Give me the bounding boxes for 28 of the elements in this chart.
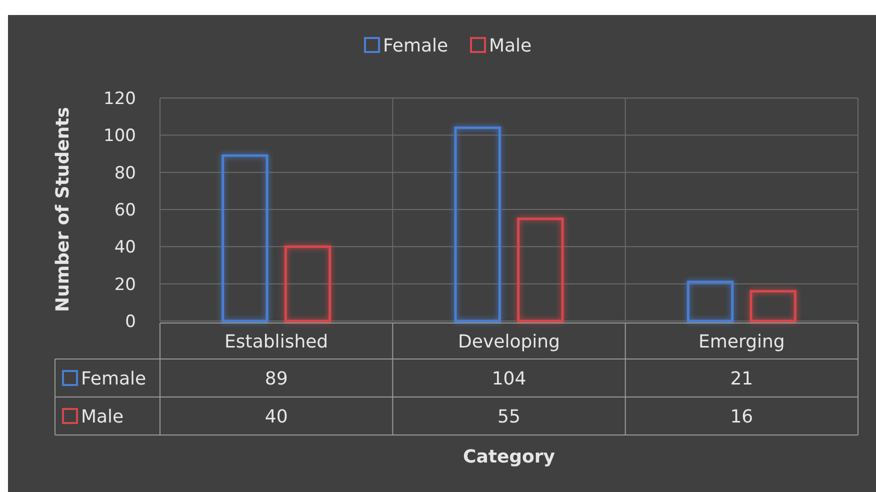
y-tick-label: 100 [104, 126, 136, 146]
y-axis-title: Number of Students [52, 107, 74, 312]
bar [222, 154, 268, 322]
y-tick-label: 80 [114, 163, 136, 184]
text: Category [462, 446, 556, 468]
data-label: 16 [730, 406, 754, 428]
legend-label: Male [489, 35, 532, 56]
data-label: 55 [498, 406, 520, 428]
bar [750, 290, 796, 322]
y-tick-label: 60 [114, 200, 136, 220]
text: Female [81, 368, 146, 390]
data-label: 40 [264, 406, 288, 428]
x-tick-label: Emerging [698, 331, 785, 352]
bar [454, 126, 501, 322]
x-tick-label: Developing [458, 331, 560, 352]
bar [686, 280, 734, 322]
data-label: 89 [264, 368, 288, 390]
data-label: 21 [730, 368, 754, 390]
y-tick-label: 20 [114, 274, 136, 295]
y-tick-label: 120 [104, 88, 136, 109]
data-label: 104 [492, 368, 526, 390]
legend-label: Female [383, 35, 448, 56]
bar [284, 245, 332, 322]
x-tick-label: Established [224, 331, 328, 352]
text: Male [81, 406, 124, 428]
y-tick-label: 40 [114, 238, 136, 258]
y-tick-label: 0 [125, 312, 136, 332]
bar [517, 218, 564, 322]
